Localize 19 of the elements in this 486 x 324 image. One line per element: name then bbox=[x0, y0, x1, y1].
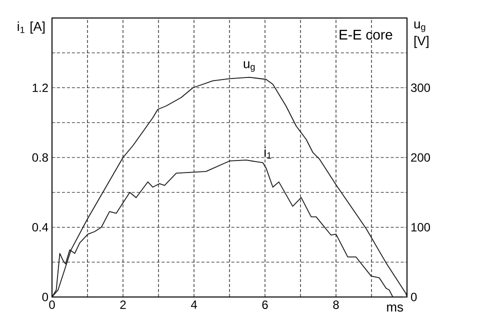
y-tick-label: 0 bbox=[42, 292, 48, 302]
y-tick-label: 0.8 bbox=[32, 153, 48, 162]
x-tick-label: 6 bbox=[262, 300, 268, 309]
x-tick-label: 0 bbox=[49, 300, 55, 309]
y2-tick-label: 300 bbox=[410, 84, 430, 92]
series-label: i$_{1}$ bbox=[264, 147, 272, 159]
y2-axis-title: u$_{g}$ [V] bbox=[414, 22, 428, 48]
x-tick-label: 8 bbox=[333, 300, 339, 309]
y2-tick-label: 0 bbox=[410, 292, 417, 302]
y-axis-title: i$_{1}$ [A] bbox=[18, 22, 45, 34]
y-tick-label: 1.2 bbox=[32, 84, 48, 92]
y2-tick-label: 200 bbox=[411, 153, 430, 162]
x-tick-label: 4 bbox=[190, 300, 197, 309]
x-tick-label: 2 bbox=[120, 300, 126, 309]
annotation: E-E core bbox=[340, 30, 392, 40]
series-label: u$_{g}$ bbox=[244, 61, 255, 72]
y2-tick-label: 100 bbox=[411, 223, 430, 232]
x-axis-title: ms bbox=[387, 304, 404, 312]
y-tick-label: 0.4 bbox=[32, 223, 48, 232]
